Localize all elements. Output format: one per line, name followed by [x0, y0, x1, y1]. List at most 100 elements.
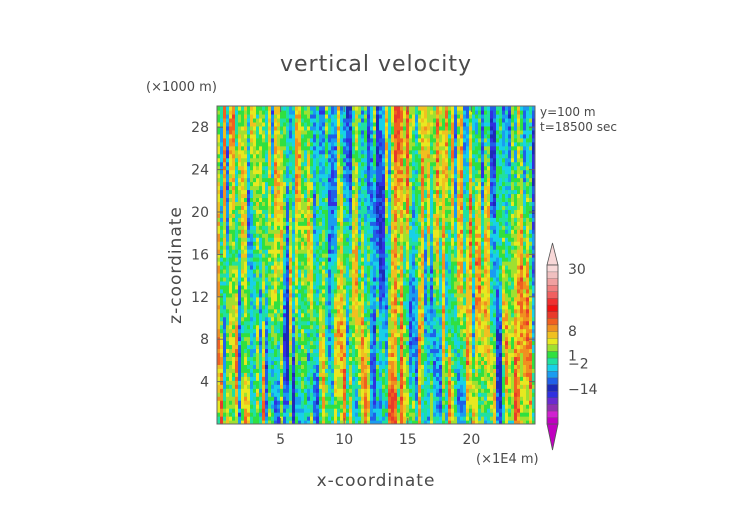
heatmap-cell: [376, 237, 380, 242]
heatmap-cell: [280, 412, 284, 417]
heatmap-cell: [340, 197, 344, 202]
heatmap-cell: [352, 304, 356, 310]
heatmap-cell: [328, 157, 332, 163]
heatmap-cell: [235, 217, 239, 222]
heatmap-cell: [280, 201, 284, 206]
heatmap-cell: [280, 173, 284, 179]
heatmap-cell: [355, 304, 359, 310]
heatmap-cell: [397, 268, 401, 274]
heatmap-cell: [217, 173, 221, 179]
heatmap-cell: [358, 336, 362, 342]
heatmap-cell: [388, 201, 392, 206]
heatmap-cell: [358, 276, 362, 282]
annotation-y: y=100 m: [540, 105, 596, 119]
heatmap-cell: [295, 404, 299, 409]
heatmap-cell: [217, 308, 221, 314]
heatmap-cell: [319, 145, 323, 151]
heatmap-cell: [268, 352, 272, 358]
heatmap-cell: [379, 253, 383, 258]
heatmap-cell: [220, 376, 224, 381]
heatmap-cell: [313, 376, 317, 381]
heatmap-cell: [217, 181, 221, 187]
heatmap-cell: [223, 249, 227, 254]
heatmap-cell: [322, 388, 326, 393]
heatmap-cell: [301, 412, 305, 417]
heatmap-cell: [226, 181, 230, 187]
heatmap-cell: [295, 125, 299, 131]
heatmap-cell: [313, 133, 317, 139]
heatmap-cell: [361, 117, 365, 123]
heatmap-cell: [349, 161, 353, 167]
heatmap-cell: [268, 336, 272, 342]
heatmap-cell: [388, 268, 392, 274]
heatmap-cell: [316, 352, 320, 358]
heatmap-cell: [220, 157, 224, 163]
heatmap-cell: [319, 189, 323, 195]
heatmap-cell: [229, 372, 233, 377]
heatmap-cell: [310, 404, 314, 409]
heatmap-cell: [352, 332, 356, 338]
heatmap-cell: [364, 213, 368, 218]
heatmap-cell: [343, 265, 347, 270]
heatmap-cell: [331, 328, 335, 334]
heatmap-cell: [259, 229, 263, 234]
heatmap-cell: [250, 348, 254, 354]
heatmap-cell: [232, 181, 236, 187]
heatmap-cell: [340, 344, 344, 350]
heatmap-cell: [238, 245, 242, 250]
heatmap-cell: [355, 133, 359, 139]
heatmap-cell: [265, 193, 269, 199]
heatmap-cell: [271, 276, 275, 282]
heatmap-cell: [325, 296, 329, 302]
heatmap-cell: [379, 284, 383, 290]
heatmap-cell: [370, 268, 374, 274]
heatmap-cell: [361, 201, 365, 206]
heatmap-cell: [376, 261, 380, 266]
heatmap-cell: [385, 141, 389, 147]
heatmap-cell: [388, 412, 392, 417]
heatmap-cell: [298, 217, 302, 222]
heatmap-cell: [385, 253, 389, 258]
heatmap-cell: [358, 173, 362, 179]
heatmap-cell: [238, 356, 242, 362]
heatmap-cell: [277, 229, 281, 234]
heatmap-cell: [376, 209, 380, 214]
heatmap-cell: [217, 149, 221, 155]
heatmap-cell: [355, 109, 359, 115]
heatmap-cell: [277, 193, 281, 199]
heatmap-cell: [226, 388, 230, 393]
heatmap-cell: [325, 320, 329, 326]
heatmap-cell: [298, 253, 302, 258]
heatmap-cell: [319, 141, 323, 147]
heatmap-cell: [394, 276, 398, 282]
heatmap-cell: [328, 300, 332, 306]
heatmap-cell: [367, 189, 371, 195]
heatmap-cell: [238, 253, 242, 258]
heatmap-cell: [304, 336, 308, 342]
heatmap-cell: [238, 177, 242, 183]
heatmap-cell: [256, 376, 260, 381]
heatmap-cell: [247, 181, 251, 187]
heatmap-cell: [352, 300, 356, 306]
heatmap-cell: [274, 328, 278, 334]
heatmap-cell: [385, 193, 389, 199]
heatmap-cell: [397, 193, 401, 199]
heatmap-cell: [379, 225, 383, 230]
heatmap-cell: [223, 229, 227, 234]
heatmap-cell: [223, 145, 227, 151]
heatmap-cell: [379, 316, 383, 322]
heatmap-cell: [325, 161, 329, 167]
heatmap-cell: [364, 268, 368, 274]
heatmap-cell: [325, 237, 329, 242]
heatmap-cell: [379, 197, 383, 202]
heatmap-cell: [274, 253, 278, 258]
heatmap-cell: [367, 316, 371, 322]
heatmap-cell: [244, 149, 248, 155]
heatmap-cell: [232, 165, 236, 171]
heatmap-cell: [232, 288, 236, 294]
heatmap-cell: [370, 296, 374, 302]
heatmap-cell: [295, 153, 299, 159]
heatmap-cell: [241, 261, 245, 266]
heatmap-cell: [379, 352, 383, 358]
heatmap-cell: [229, 169, 233, 175]
